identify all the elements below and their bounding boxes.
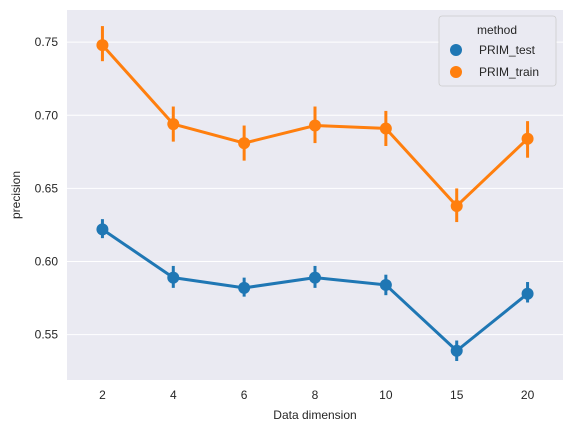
x-tick-label: 2 [99,388,106,402]
data-point [451,200,463,212]
x-tick-label: 6 [241,388,248,402]
legend-marker-prim-train [450,66,462,78]
x-tick-label: 4 [170,388,177,402]
data-point [451,345,463,357]
data-point [238,137,250,149]
legend-label-prim-test: PRIM_test [479,43,536,57]
x-tick-label: 20 [521,388,535,402]
data-point [238,282,250,294]
x-tick-label: 8 [312,388,319,402]
data-point [309,272,321,284]
data-point [167,118,179,130]
legend: method PRIM_test PRIM_train [439,16,556,86]
x-tick-label: 10 [379,388,393,402]
y-tick-label: 0.70 [35,108,59,122]
data-point [380,122,392,134]
x-axis-label: Data dimension [273,408,356,422]
data-point [309,120,321,132]
x-tick-label: 15 [450,388,464,402]
x-tick-labels: 2 4 6 8 10 15 20 [99,388,534,402]
y-tick-labels: 0.55 0.60 0.65 0.70 0.75 [35,35,59,341]
data-point [522,133,534,145]
y-tick-label: 0.55 [35,328,59,342]
data-point [167,272,179,284]
data-point [96,223,108,235]
data-point [522,288,534,300]
y-tick-label: 0.65 [35,181,59,195]
y-tick-label: 0.60 [35,255,59,269]
y-axis-label: precision [9,171,23,219]
y-tick-label: 0.75 [35,35,59,49]
legend-marker-prim-test [450,44,462,56]
data-point [380,279,392,291]
data-point [96,39,108,51]
legend-title: method [477,23,517,37]
legend-label-prim-train: PRIM_train [479,65,539,79]
